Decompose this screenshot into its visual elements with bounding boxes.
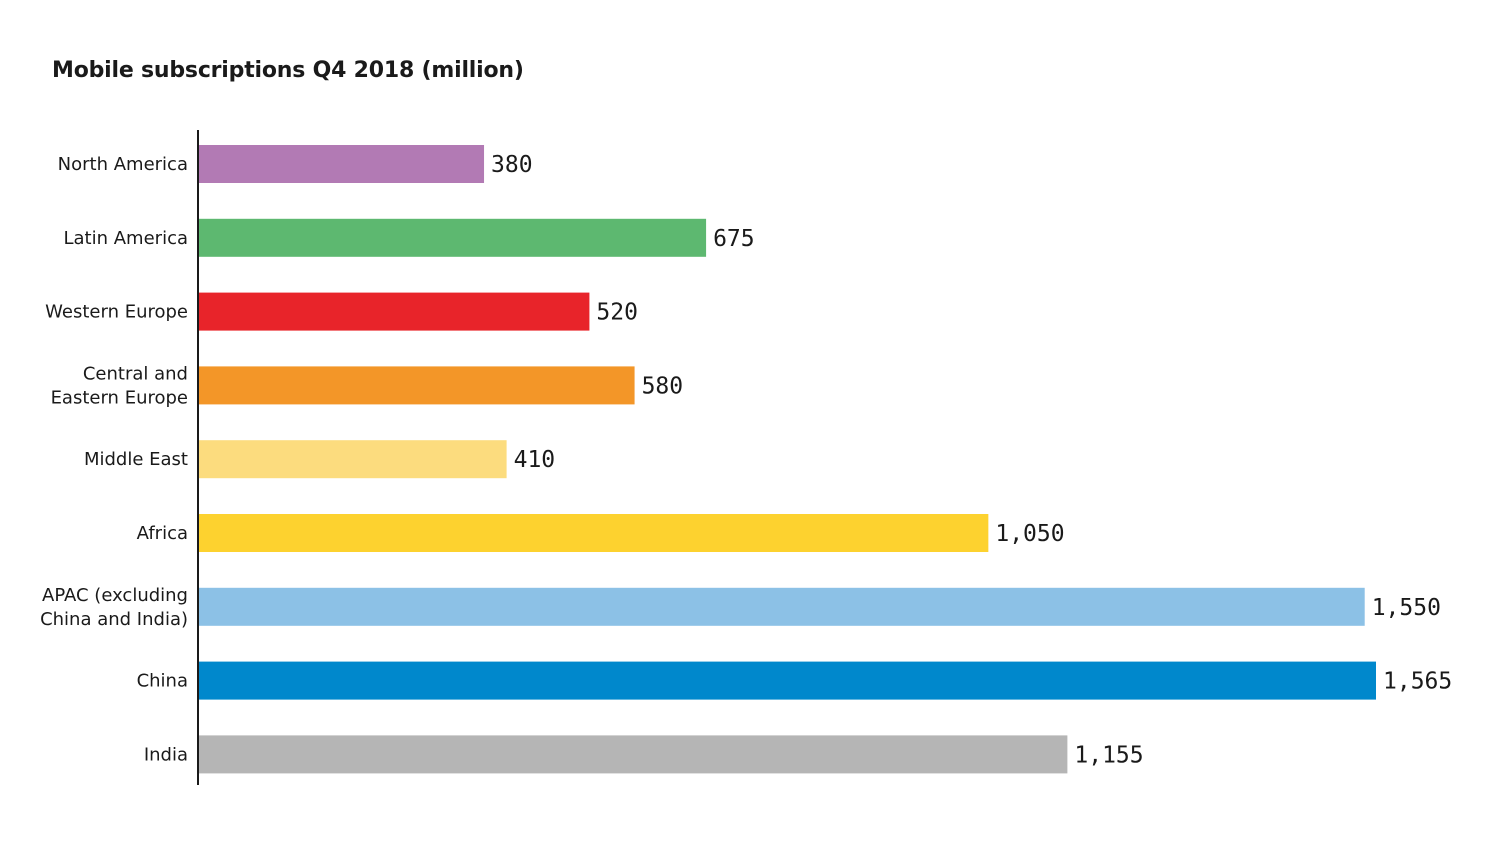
bar-value-label: 380: [491, 152, 533, 178]
bar: [198, 587, 1365, 626]
category-label: Eastern Europe: [51, 387, 188, 408]
category-label: Middle East: [84, 449, 188, 470]
category-label: APAC (excluding: [42, 585, 188, 606]
bar-value-label: 675: [713, 226, 755, 252]
bar-value-label: 1,550: [1372, 595, 1441, 621]
category-label: India: [144, 744, 188, 765]
bar-value-label: 1,155: [1074, 742, 1143, 768]
bar-value-label: 520: [596, 300, 638, 326]
bar: [198, 218, 707, 257]
category-label: North America: [58, 154, 188, 175]
bar-value-label: 1,050: [995, 521, 1064, 547]
category-label: Western Europe: [45, 302, 188, 323]
bar: [198, 366, 635, 405]
bar: [198, 145, 485, 183]
category-label: Latin America: [64, 228, 189, 249]
bar: [198, 440, 507, 479]
bar: [198, 514, 989, 552]
bar: [198, 735, 1068, 774]
bar: [198, 661, 1376, 700]
category-label: Africa: [137, 523, 188, 544]
category-label: China and India): [40, 609, 188, 630]
chart-title: Mobile subscriptions Q4 2018 (million): [52, 58, 524, 83]
bar-value-label: 410: [514, 447, 556, 473]
category-label: Central and: [83, 363, 188, 384]
bar: [198, 292, 590, 331]
bar-value-label: 580: [642, 373, 684, 399]
bar-value-label: 1,565: [1383, 669, 1452, 695]
category-label: China: [137, 671, 188, 692]
